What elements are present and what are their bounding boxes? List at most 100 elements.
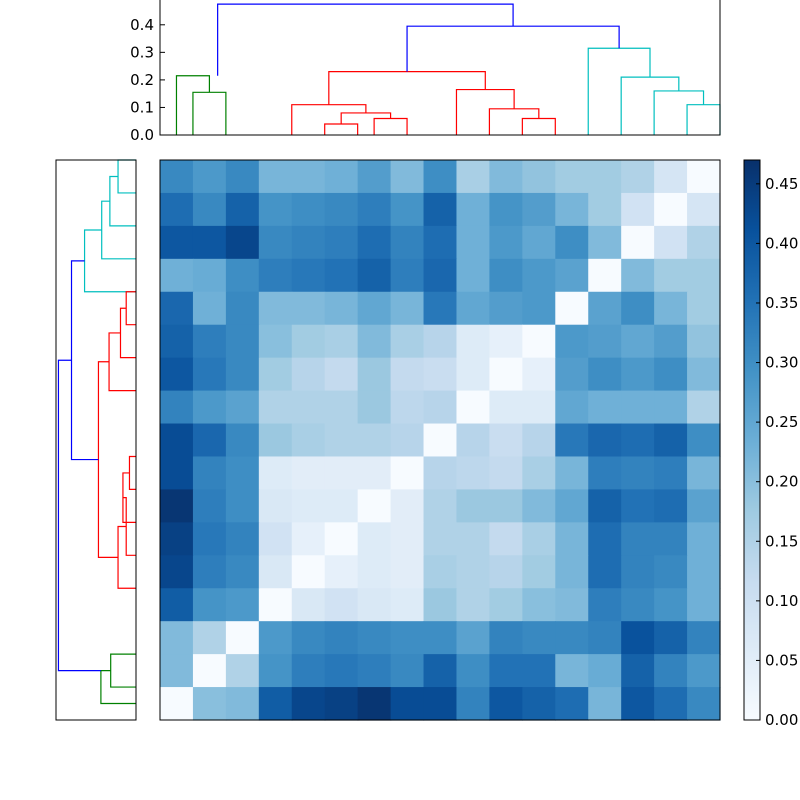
heatmap-cell-r8-c4: [291, 423, 326, 458]
heatmap-cell-r4-c6: [357, 291, 392, 326]
heatmap-cell-r9-c10: [489, 456, 523, 491]
heatmap-cell-r10-c0: [160, 489, 194, 523]
heatmap-frame: [159, 159, 721, 721]
heatmap-cell-r10-c11: [522, 489, 556, 523]
heatmap-cell-r1-c13: [588, 192, 622, 227]
left-dendrogram-link-6: [108, 332, 136, 392]
heatmap-cell-r12-c0: [160, 555, 194, 589]
heatmap-cell-r13-c7: [390, 588, 425, 622]
heatmap-cell-r0-c1: [192, 160, 227, 194]
heatmap-cell-r6-c0: [160, 357, 194, 392]
colorbar-frame: [743, 159, 761, 721]
heatmap-cell-r14-c16: [687, 621, 721, 655]
heatmap-cell-r6-c12: [555, 357, 589, 392]
heatmap-cell-r10-c8: [423, 489, 458, 523]
heatmap-cell-r7-c16: [687, 390, 721, 425]
heatmap-cell-r1-c15: [654, 192, 688, 227]
heatmap-cell-r10-c4: [291, 489, 326, 523]
top-dendrogram-link-9: [328, 71, 486, 105]
heatmap-cell-r16-c6: [357, 687, 392, 721]
top-dendrogram-ytick-label-3: 0.3: [130, 43, 154, 61]
top-dendrogram-ytick-label-2: 0.2: [130, 71, 154, 89]
heatmap-cell-r14-c11: [522, 621, 556, 655]
heatmap-cell-r9-c15: [654, 456, 688, 491]
top-dendrogram-link-10: [686, 104, 721, 135]
left-dendrogram-frame: [55, 159, 137, 721]
heatmap-cell-r4-c16: [687, 291, 721, 326]
heatmap-cell-r12-c7: [390, 555, 425, 589]
heatmap-cell-r15-c2: [225, 654, 260, 688]
heatmap-cell-r8-c15: [654, 423, 688, 458]
heatmap-cell-r3-c11: [522, 258, 556, 293]
heatmap-cell-r2-c2: [225, 225, 260, 260]
colorbar-tick-label-5: 0.25: [765, 413, 798, 431]
top-dendrogram-frame: [159, 0, 721, 136]
heatmap-cell-r2-c8: [423, 225, 458, 260]
top-dendrogram-link-7: [488, 108, 540, 135]
heatmap-cell-r7-c5: [324, 390, 359, 425]
colorbar-tick-label-2: 0.10: [765, 592, 798, 610]
heatmap-cell-r14-c4: [291, 621, 326, 655]
heatmap-cell-r3-c10: [489, 258, 523, 293]
heatmap-cell-r10-c3: [258, 489, 293, 523]
heatmap-cell-r16-c7: [390, 687, 425, 721]
heatmap-cell-r1-c4: [291, 192, 326, 227]
heatmap-cell-r5-c13: [588, 324, 622, 359]
heatmap-cell-r9-c1: [192, 456, 227, 491]
heatmap-cell-r8-c7: [390, 423, 425, 458]
heatmap-cell-r9-c9: [456, 456, 491, 491]
heatmap-cell-r3-c4: [291, 258, 326, 293]
heatmap-cell-r3-c5: [324, 258, 359, 293]
top-dendrogram-link-8: [455, 88, 515, 135]
heatmap-cell-r6-c8: [423, 357, 458, 392]
heatmap-cell-r16-c0: [160, 687, 194, 721]
heatmap-cell-r9-c6: [357, 456, 392, 491]
heatmap-cell-r2-c13: [588, 225, 622, 260]
heatmap-cell-r8-c16: [687, 423, 721, 458]
heatmap-cell-r10-c2: [225, 489, 260, 523]
heatmap-cell-r3-c12: [555, 258, 589, 293]
heatmap-cell-r15-c14: [621, 654, 655, 688]
heatmap-cell-r5-c14: [621, 324, 655, 359]
heatmap-cell-r0-c11: [522, 160, 556, 194]
heatmap-cell-r1-c16: [687, 192, 721, 227]
heatmap-cell-r11-c5: [324, 522, 359, 556]
heatmap-cell-r2-c1: [192, 225, 227, 260]
heatmap-cell-r13-c2: [225, 588, 260, 622]
heatmap-cell-r2-c4: [291, 225, 326, 260]
heatmap-cell-r3-c0: [160, 258, 194, 293]
heatmap-cell-r0-c2: [225, 160, 260, 194]
heatmap-cell-r15-c12: [555, 654, 589, 688]
heatmap-cell-r5-c7: [390, 324, 425, 359]
heatmap-cell-r9-c14: [621, 456, 655, 491]
heatmap-cell-r12-c1: [192, 555, 227, 589]
heatmap-cell-r0-c4: [291, 160, 326, 194]
heatmap-cell-r5-c4: [291, 324, 326, 359]
heatmap-cell-r5-c12: [555, 324, 589, 359]
heatmap-cell-r1-c9: [456, 192, 491, 227]
heatmap-cell-r2-c9: [456, 225, 491, 260]
heatmap-cell-r10-c16: [687, 489, 721, 523]
heatmap-cell-r7-c15: [654, 390, 688, 425]
heatmap-cell-r8-c13: [588, 423, 622, 458]
heatmap-cell-r6-c5: [324, 357, 359, 392]
heatmap-cell-r2-c11: [522, 225, 556, 260]
heatmap-cell-r13-c4: [291, 588, 326, 622]
heatmap-cell-r13-c1: [192, 588, 227, 622]
heatmap-cell-r13-c9: [456, 588, 491, 622]
heatmap-cell-r0-c5: [324, 160, 359, 194]
heatmap-cell-r6-c14: [621, 357, 655, 392]
heatmap-cell-r1-c8: [423, 192, 458, 227]
heatmap-cell-r11-c3: [258, 522, 293, 556]
heatmap-cell-r4-c0: [160, 291, 194, 326]
heatmap-cell-r9-c5: [324, 456, 359, 491]
left-dendrogram-link-7: [128, 455, 136, 491]
heatmap-cell-r14-c5: [324, 621, 359, 655]
colorbar-tick-label-3: 0.15: [765, 532, 798, 550]
heatmap-cell-r12-c3: [258, 555, 293, 589]
heatmap-cell-r4-c11: [522, 291, 556, 326]
heatmap-cell-r5-c3: [258, 324, 293, 359]
heatmap-cell-r6-c15: [654, 357, 688, 392]
heatmap-cell-r10-c9: [456, 489, 491, 523]
heatmap-cell-r11-c7: [390, 522, 425, 556]
